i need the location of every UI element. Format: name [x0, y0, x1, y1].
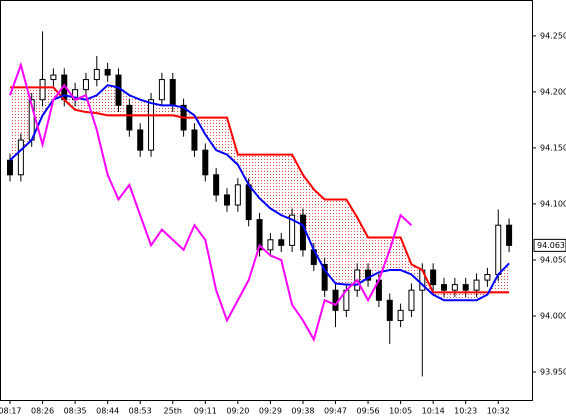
- candle-body: [397, 309, 404, 321]
- candle-body: [7, 159, 13, 176]
- cloud: [10, 85, 510, 301]
- x-tick-label: 09:29: [259, 407, 282, 416]
- candle-body: [278, 239, 285, 246]
- y-tick-label: 94.100: [540, 199, 566, 208]
- x-tick-label: 09:56: [357, 407, 380, 416]
- y-tick-label: 93.950: [540, 367, 566, 376]
- candle-body: [473, 279, 480, 291]
- candle-body: [484, 274, 491, 281]
- candle-body: [82, 79, 89, 91]
- x-tick-label: 09:11: [194, 407, 217, 416]
- candle-body: [506, 224, 513, 246]
- y-tick-label: 94.250: [540, 31, 566, 40]
- y-tick-label: 94.000: [540, 311, 566, 320]
- candle-body: [126, 104, 133, 131]
- candle-body: [495, 224, 502, 276]
- x-tick-label: 08:26: [31, 407, 54, 416]
- candle-body: [256, 219, 263, 251]
- candle-body: [289, 214, 296, 246]
- candle-body: [224, 194, 230, 206]
- candle-body: [462, 284, 469, 291]
- candle-body: [234, 184, 241, 206]
- x-tick-label: 08:35: [64, 407, 87, 416]
- candle-body: [245, 184, 252, 221]
- x-tick-label: 08:53: [129, 407, 152, 416]
- x-tick-label: 10:05: [389, 407, 412, 416]
- candle-body: [451, 284, 458, 291]
- candle-body: [191, 129, 198, 151]
- y-tick-label: 94.200: [540, 87, 566, 96]
- candle-body: [386, 299, 393, 321]
- candle-body: [137, 129, 144, 151]
- x-tick-label: 09:20: [226, 407, 249, 416]
- candle-body: [17, 139, 24, 176]
- candle-body: [430, 269, 437, 286]
- indicator-line: [9, 84, 510, 302]
- candle-body: [202, 149, 209, 176]
- candle-body: [321, 263, 328, 291]
- candle-body: [332, 289, 339, 311]
- candle-body: [39, 79, 46, 101]
- x-tick-label: 10:32: [487, 407, 510, 416]
- candle-body: [50, 74, 57, 81]
- price-tag-box: [533, 238, 566, 252]
- candle-body: [104, 68, 111, 76]
- x-tick-label: 09:38: [291, 407, 314, 416]
- candle-body: [158, 79, 165, 101]
- y-tick-label: 94.050: [540, 255, 566, 264]
- candle-body: [441, 284, 447, 291]
- candle-body: [267, 239, 274, 251]
- x-tick-label: 09:47: [324, 407, 347, 416]
- x-tick-label: 25th: [164, 407, 182, 416]
- candle-body: [115, 74, 122, 106]
- x-tick-label: 08:44: [96, 407, 119, 416]
- candle-body: [365, 269, 372, 281]
- candle-body: [299, 214, 306, 251]
- candle-body: [169, 79, 176, 106]
- price-tag: 94.063: [537, 241, 565, 250]
- indicator-line: [10, 86, 510, 294]
- candle-body: [213, 174, 220, 196]
- x-tick-label: 08:17: [0, 407, 22, 416]
- candle-body: [93, 68, 100, 81]
- candle-body: [148, 99, 155, 151]
- candle-body: [408, 289, 415, 311]
- y-tick-label: 94.150: [540, 143, 566, 152]
- indicator-line: [9, 61, 413, 343]
- x-tick-label: 10:14: [422, 407, 445, 416]
- x-tick-label: 10:23: [454, 407, 477, 416]
